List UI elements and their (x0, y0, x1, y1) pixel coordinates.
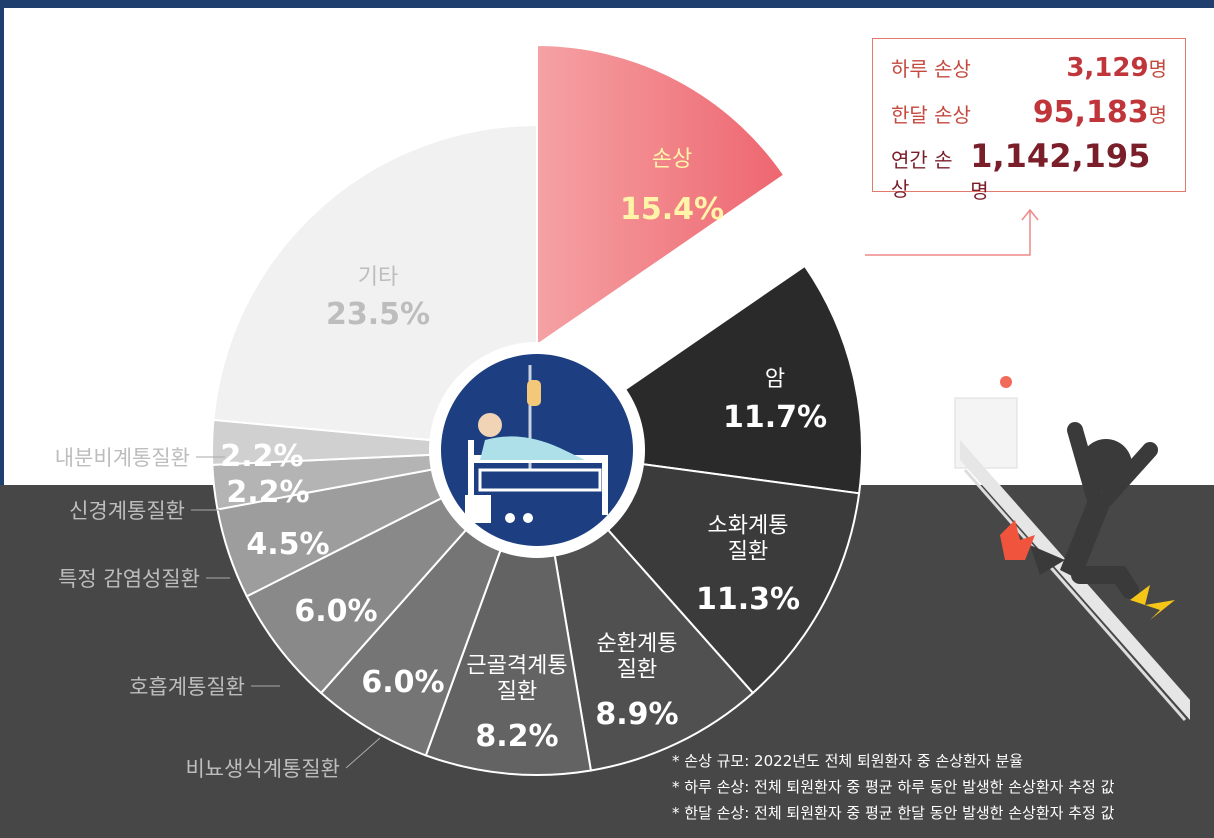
value-label: 4.5% (246, 527, 330, 562)
info-row: 연간 손상 1,142,195 명 (891, 137, 1167, 203)
value-label: 15.4% (619, 192, 725, 227)
info-label: 한달 손상 (891, 103, 971, 127)
pie-slice (536, 43, 786, 347)
value-label: 11.7% (722, 400, 828, 435)
value-label: 8.9% (595, 697, 679, 732)
footnote: * 하루 손상: 전체 퇴원환자 중 평균 하루 동안 발생한 손상환자 추정 … (672, 778, 1115, 796)
info-box: 하루 손상 3,129명 한달 손상 95,183명 연간 손상 1,142,195명 (872, 38, 1186, 203)
value-label: 23.5% (325, 297, 431, 332)
value-label: 11.3% (695, 582, 801, 617)
value-label: 2.2% (226, 475, 310, 510)
category-label: 비뇨생식계통질환 (185, 757, 340, 781)
leader-arrow (865, 210, 1031, 256)
arrow-head (1021, 208, 1039, 221)
category-label: 기타 (357, 264, 399, 290)
leader-line (345, 737, 381, 769)
footnote: * 한달 손상: 전체 퇴원환자 중 평균 한달 동안 발생한 손상환자 추정 … (672, 804, 1115, 822)
value-label: 8.2% (475, 719, 559, 754)
category-label: 근골격계통 질환 (466, 653, 568, 705)
info-label: 하루 손상 (891, 57, 971, 81)
falling-illustration (954, 376, 1190, 721)
category-label: 내분비계통질환 (54, 446, 190, 470)
center-icon (429, 342, 645, 558)
pie-slice (212, 123, 538, 452)
info-row: 하루 손상 3,129명 (891, 53, 1167, 95)
category-label: 소화계통 질환 (707, 513, 789, 565)
info-value: 3,129 (1066, 53, 1149, 83)
info-value: 95,183 (1032, 95, 1149, 130)
info-unit: 명 (1148, 57, 1167, 81)
category-label: 암 (764, 366, 786, 392)
value-label: 2.2% (220, 439, 304, 474)
info-unit: 명 (1148, 103, 1167, 127)
footnotes: * 손상 규모: 2022년도 전체 퇴원환자 중 손상환자 분율 * 하루 손상… (672, 748, 1114, 826)
info-value-wrap: 3,129명 (1066, 53, 1167, 83)
category-label: 신경계통질환 (69, 499, 185, 523)
info-value-wrap: 95,183명 (1033, 95, 1167, 130)
left-edge (0, 0, 4, 485)
category-label: 순환계통 질환 (596, 631, 678, 683)
category-label: 손상 (651, 146, 693, 172)
info-label: 연간 손상 (891, 148, 953, 201)
value-label: 6.0% (294, 594, 378, 629)
top-bar (0, 0, 1214, 8)
info-value: 1,142,195 (970, 137, 1151, 175)
category-label: 특정 감염성질환 (58, 567, 200, 591)
category-label: 호흡계통질환 (129, 675, 245, 699)
info-value-wrap: 1,142,195 명 (970, 137, 1167, 204)
value-label: 6.0% (361, 665, 445, 700)
info-row: 한달 손상 95,183명 (891, 95, 1167, 137)
info-unit: 명 (970, 179, 989, 203)
footnote: * 손상 규모: 2022년도 전체 퇴원환자 중 손상환자 분율 (672, 752, 1024, 770)
